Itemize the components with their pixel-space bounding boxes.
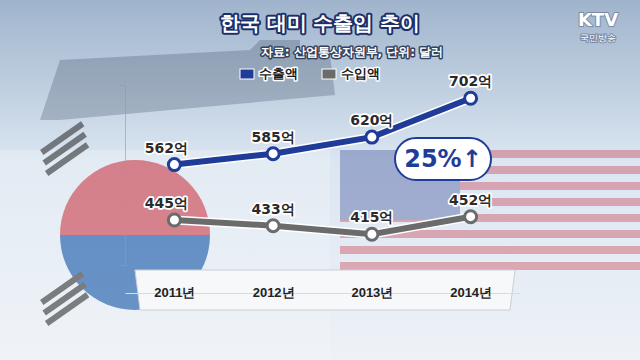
label-pedestal [135,270,515,310]
series-point [366,228,378,240]
flag-field [0,150,330,360]
x-tick-label: 2014년 [450,285,492,300]
data-label: 452억 [449,192,492,208]
annotation-text: 25%↑ [404,145,482,173]
title: 한국 대미 수출입 추이 [220,11,421,35]
annotation-badge [395,138,491,180]
legend-swatch [322,69,336,79]
legend-swatch [240,69,254,79]
logo-sub: 국민방송 [580,33,616,43]
x-tick-label: 2013년 [351,285,393,300]
y-axis-line [119,86,126,266]
series-point [168,159,180,171]
x-tick: 2012년 [253,285,295,300]
chart: 한국 대미 수출입 추이자료: 산업통상자원부, 단위: 달러 KTV 국민방송수출… [0,0,640,360]
legend: 수출액 수입액 [240,66,380,81]
x-tick: 2013년 [351,285,393,300]
legend-label: 수출액 [259,66,298,81]
data-label: 433억 [252,201,295,217]
data-label: 445억 [145,195,188,211]
background [0,0,640,360]
series-point [465,211,477,223]
data-label: 620억 [350,112,393,128]
data-labels: 562억 585억 620억 702억 445억 433억 415억 452억 [145,73,492,225]
subtitle: 자료: 산업통상자원부, 단위: 달러 [261,45,444,59]
background-fill [0,0,640,360]
series-point [168,214,180,226]
x-axis: 2011년 2012년 2013년 2014년 [126,285,521,300]
series-point [465,92,477,104]
data-label: 702억 [449,73,492,89]
series-line [174,217,470,235]
x-tick-label: 2011년 [154,285,195,300]
series-line-halo [174,217,470,235]
trigram-bar [45,292,89,326]
series-point [366,131,378,143]
data-label: 585억 [252,129,295,145]
y-axis [119,86,126,266]
trigram-bar [45,142,89,176]
series-point [267,148,279,160]
series-point [267,220,279,232]
data-label: 415억 [350,209,393,225]
korean-flag [0,121,330,360]
annotation: 25%↑ [395,138,491,180]
logo: KTV [578,9,618,30]
x-tick-label: 2012년 [253,285,295,300]
x-tick: 2014년 [450,285,492,300]
legend-label: 수입액 [341,66,380,81]
x-tick: 2011년 [154,285,195,300]
flag-stripe [340,262,640,270]
data-label: 562억 [145,140,188,156]
flag-stripe [340,246,640,254]
